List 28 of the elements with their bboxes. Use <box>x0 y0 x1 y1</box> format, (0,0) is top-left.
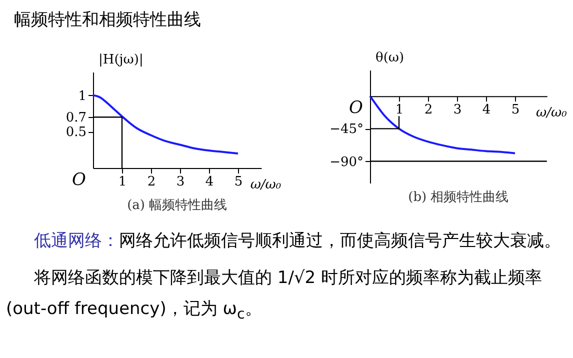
text: O <box>72 170 86 190</box>
x-tick-label: 2 <box>147 174 156 190</box>
x-tick-label: 4 <box>205 174 214 190</box>
text: (a) 幅频特性曲线 <box>127 198 228 213</box>
y-axis-title: θ(ω) <box>376 50 404 66</box>
y-tick-label: 0.5 <box>66 125 86 140</box>
text: (b) 相频特性曲线 <box>408 190 509 205</box>
x-tick-label: 1 <box>395 102 404 118</box>
x-tick-label: 4 <box>482 102 491 118</box>
x-tick-label: 3 <box>176 174 185 190</box>
x-tick-label: 3 <box>453 102 462 118</box>
text: 将网络函数的模下降到最大值的 1/√2 时所对应的频率称为截止频率(out-off frequency)，记为 ω$_{c}$。 <box>6 267 543 324</box>
y-tick-label: −45° <box>330 122 364 138</box>
line-series <box>92 94 239 154</box>
y-tick-label: −90° <box>330 154 364 170</box>
y-axis-title: |H(jω)| <box>98 52 144 68</box>
x-tick-label: 2 <box>424 102 433 118</box>
text: 幅频特性和相频特性曲线 <box>14 9 201 31</box>
text: O <box>349 98 364 118</box>
x-tick-label: 5 <box>511 102 520 118</box>
y-tick-label: 1 <box>78 88 86 104</box>
x-axis-title: ω/ω₀ <box>250 177 282 192</box>
x-tick-label: 5 <box>234 174 243 190</box>
y-tick-label: 0.7 <box>66 110 86 126</box>
x-axis-title: ω/ω₀ <box>536 106 568 121</box>
text: 网络允许低频信号顺利通过，而使高频信号产生较大衰减。 <box>119 231 561 251</box>
x-tick-label: 1 <box>118 174 127 190</box>
text: 低通网络： <box>34 231 119 251</box>
